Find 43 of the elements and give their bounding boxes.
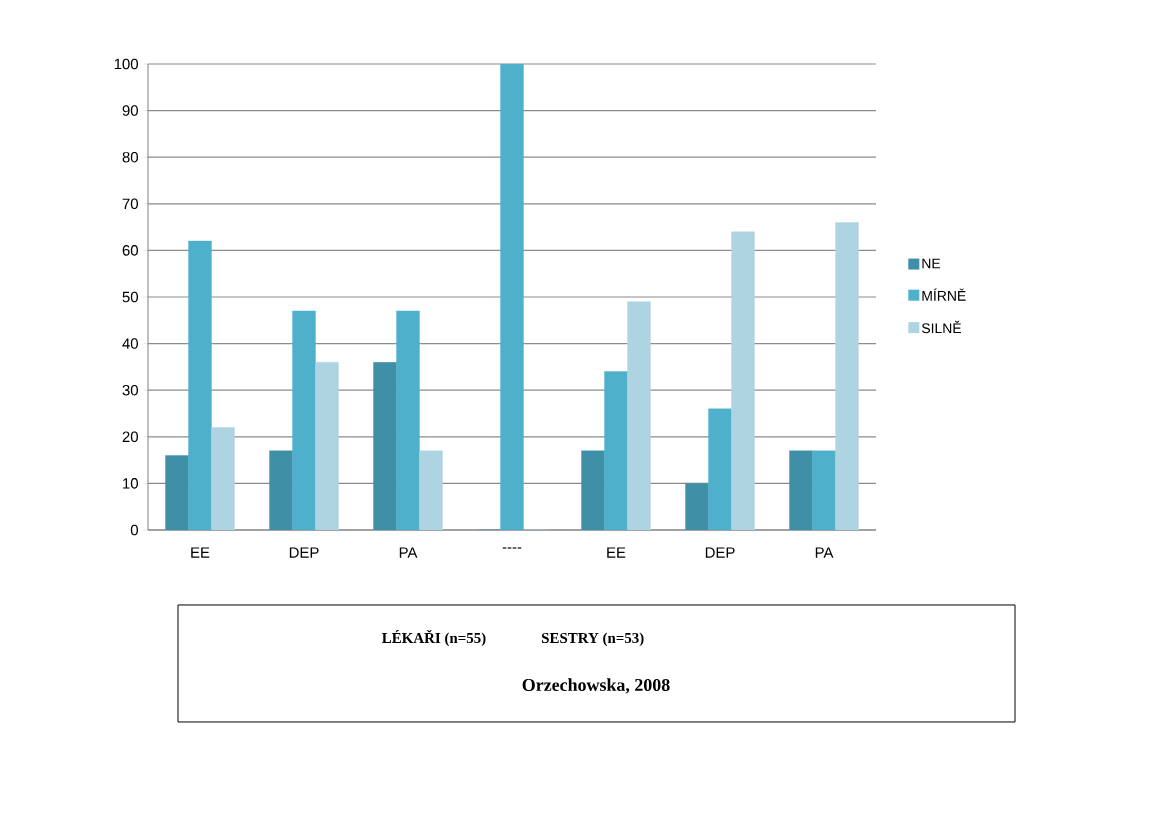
y-tick-label: 70 bbox=[122, 198, 138, 210]
bar bbox=[188, 240, 212, 530]
y-tick-label: 90 bbox=[122, 105, 138, 116]
bar bbox=[685, 483, 709, 530]
legend-label: MÍRNĚ bbox=[922, 288, 966, 301]
bar bbox=[315, 362, 339, 530]
legend-label: NE bbox=[922, 258, 941, 269]
bar bbox=[835, 222, 859, 530]
legend-label: SILNĚ bbox=[921, 320, 962, 334]
bar bbox=[419, 450, 443, 530]
y-tick-label: 60 bbox=[122, 245, 138, 256]
x-tick-label: DEP bbox=[289, 547, 319, 558]
x-tick-label: ---- bbox=[502, 547, 522, 549]
x-tick-label: EE bbox=[191, 547, 210, 558]
y-tick-label: 80 bbox=[122, 151, 138, 163]
text: LÉKAŘI (n=55) bbox=[382, 629, 486, 647]
bar bbox=[604, 371, 628, 530]
bar bbox=[165, 455, 189, 530]
bar bbox=[627, 301, 651, 530]
y-tick-label: 10 bbox=[123, 478, 138, 489]
text: Orzechowska, 2008 bbox=[522, 678, 670, 694]
bar bbox=[396, 310, 420, 530]
y-tick-label: 0 bbox=[130, 524, 138, 536]
bar bbox=[373, 362, 397, 530]
x-tick-label: PA bbox=[399, 547, 418, 558]
bar bbox=[581, 450, 605, 530]
bar bbox=[269, 450, 293, 530]
bar bbox=[211, 427, 235, 530]
y-tick-label: 20 bbox=[122, 431, 138, 443]
y-tick-label: 100 bbox=[114, 58, 138, 70]
bar bbox=[292, 310, 316, 530]
bar bbox=[708, 408, 732, 530]
bar bbox=[789, 450, 813, 530]
x-tick-label: PA bbox=[815, 547, 834, 558]
y-tick-label: 40 bbox=[122, 338, 138, 349]
x-tick-label: DEP bbox=[705, 547, 735, 558]
bar bbox=[500, 63, 524, 530]
bar bbox=[731, 231, 755, 530]
x-tick-label: EE bbox=[607, 547, 626, 558]
bar bbox=[812, 450, 836, 530]
text: SESTRY (n=53) bbox=[541, 632, 644, 647]
y-tick-label: 30 bbox=[122, 384, 138, 396]
y-tick-label: 50 bbox=[122, 291, 138, 303]
